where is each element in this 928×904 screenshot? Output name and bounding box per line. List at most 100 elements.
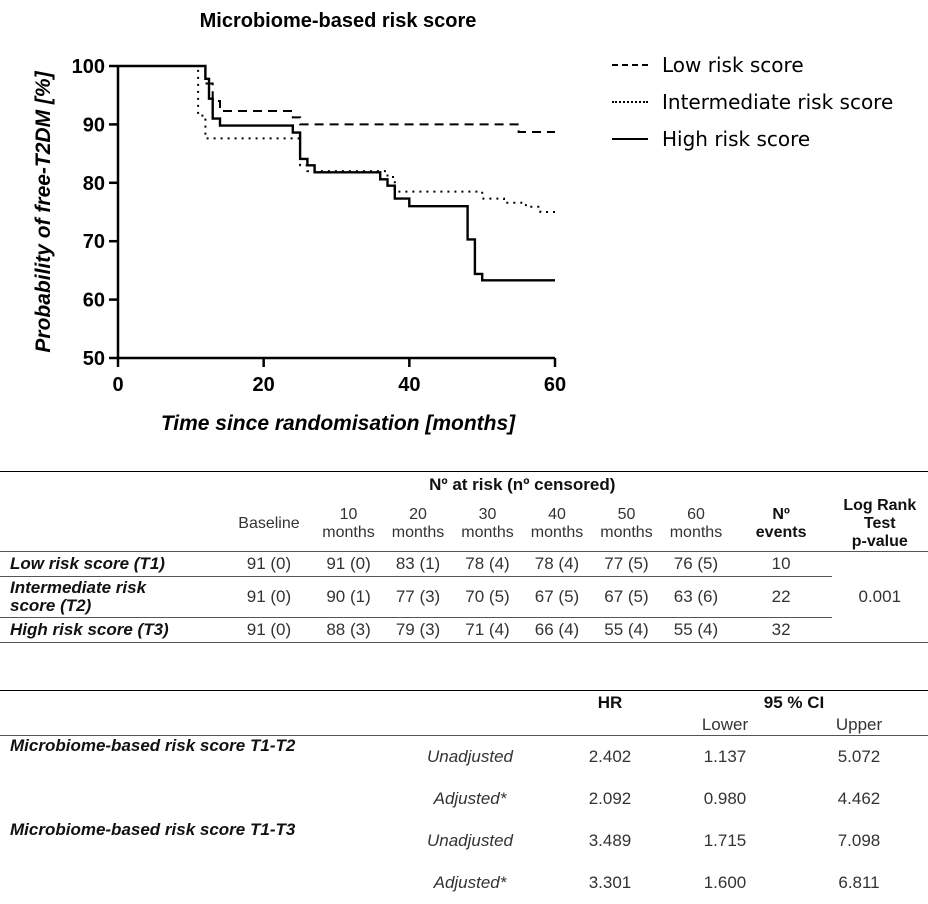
col-50-unit: months <box>600 524 653 541</box>
ci-upper-value: 6.811 <box>838 873 880 892</box>
table-cell: 67 (5) <box>591 576 662 618</box>
events-cell: 22 <box>730 576 832 618</box>
x-tick-label: 40 <box>398 374 420 396</box>
y-tick-label: 80 <box>83 173 105 195</box>
col-baseline: Baseline <box>224 497 314 552</box>
hr-row: Adjusted* 2.092 0.980 4.462 <box>0 778 928 820</box>
legend-item-intermediate: Intermediate risk score <box>612 83 893 120</box>
km-chart: Microbiome-based risk score 0 20 40 60 50 60… <box>32 10 566 435</box>
number-at-risk-table: Nº at risk (nº censored) Baseline 10 mont… <box>0 471 928 643</box>
intermediate-label-line1: Intermediate risk <box>10 578 147 597</box>
legend-swatch-dotted <box>612 100 648 103</box>
col-40-unit: months <box>530 524 584 541</box>
events-cell: 32 <box>730 617 832 643</box>
table-cell: 67 (5) <box>522 576 592 618</box>
col-30-number: 30 <box>478 506 497 523</box>
hr-row: Microbiome-based risk score T1-T2 Unadju… <box>0 736 928 779</box>
logrank-header-line1: Log Rank <box>843 497 917 514</box>
table-cell: 83 (1) <box>383 551 453 577</box>
table-cell: 91 (0) <box>224 617 314 643</box>
legend-label-low: Low risk score <box>662 52 804 77</box>
events-header-line2: events <box>755 524 807 541</box>
y-ticks: 50 60 70 80 90 100 <box>72 56 118 370</box>
y-tick-label: 60 <box>83 290 105 312</box>
intermediate-label-line2: score (T2) <box>10 596 92 615</box>
y-tick-label: 90 <box>83 114 105 136</box>
table-cell: 88 (3) <box>313 617 384 643</box>
col-60-months: 60 months <box>661 497 731 552</box>
risk-row-high: High risk score (T3) 91 (0) 88 (3) 79 (3… <box>0 617 928 643</box>
col-20-number: 20 <box>409 506 427 523</box>
x-tick-label: 20 <box>253 374 275 396</box>
legend-item-low: Low risk score <box>612 46 893 83</box>
risk-table-column-header-row: Baseline 10 months 20 months 30 months 40 mo… <box>0 497 928 552</box>
col-30-unit: months <box>461 524 514 541</box>
risk-row-label-low: Low risk score (T1) <box>0 551 225 577</box>
y-axis-label: Probability of free-T2DM [%] <box>32 70 55 352</box>
col-50-months: 50 months <box>591 497 662 552</box>
hr-header-row: HR 95 % CI <box>0 691 928 716</box>
series-line-dotted <box>118 65 555 213</box>
ci-lower-value: 1.600 <box>703 873 747 892</box>
table-cell: 76 (5) <box>661 551 731 577</box>
series-line-dashed <box>118 65 555 133</box>
logrank-header-line2: Test <box>863 515 896 532</box>
table-cell: 90 (1) <box>313 576 384 618</box>
x-axis-label: Time since randomisation [months] <box>161 412 516 435</box>
hr-header: HR <box>597 693 623 712</box>
x-ticks: 0 20 40 60 <box>112 358 566 396</box>
table-cell: 66 (4) <box>522 617 592 643</box>
hr-row: Microbiome-based risk score T1-T3 Unadju… <box>0 820 928 862</box>
col-10-unit: months <box>322 524 375 541</box>
table-cell: 91 (0) <box>313 551 384 577</box>
col-logrank: Log Rank Test p-value <box>831 497 928 552</box>
comparison-label-t1-t3: Microbiome-based risk score T1-T3 <box>10 820 296 839</box>
table-cell: 91 (0) <box>224 551 314 577</box>
table-cell: 55 (4) <box>591 617 662 643</box>
ci-upper-value: 7.098 <box>837 831 881 850</box>
col-10-number: 10 <box>339 506 358 523</box>
ci-upper-value: 4.462 <box>837 789 881 808</box>
hr-value: 2.402 <box>588 747 632 766</box>
table-cell: 79 (3) <box>383 617 453 643</box>
upper-header: Upper <box>790 715 928 736</box>
ci-lower-value: 0.980 <box>703 789 747 808</box>
col-20-unit: months <box>391 524 445 541</box>
table-cell: 77 (3) <box>383 576 453 618</box>
plot-area <box>118 64 555 282</box>
ci-upper-value: 5.072 <box>837 747 881 766</box>
hr-value: 2.092 <box>588 789 632 808</box>
col-30-months: 30 months <box>452 497 523 552</box>
table-cell: 63 (6) <box>661 576 731 618</box>
at-risk-group-header: Nº at risk (nº censored) <box>429 474 616 494</box>
hr-value: 3.301 <box>588 873 632 892</box>
comparison-label-t1-t2: Microbiome-based risk score T1-T2 <box>10 736 296 755</box>
adjustment-label: Unadjusted <box>426 747 513 766</box>
table-cell: 70 (5) <box>452 576 523 618</box>
risk-row-intermediate: Intermediate risk score (T2) 91 (0) 90 (1… <box>0 576 928 618</box>
risk-table-group-header-row: Nº at risk (nº censored) <box>0 472 928 498</box>
risk-row-low: Low risk score (T1) 91 (0) 91 (0) 83 (1)… <box>0 551 928 643</box>
legend-label-intermediate: Intermediate risk score <box>662 89 894 114</box>
x-tick-label: 60 <box>544 374 566 396</box>
table-cell: 55 (4) <box>661 617 731 643</box>
risk-row-label-high: High risk score (T3) <box>0 617 225 643</box>
legend-label-high: High risk score <box>662 126 811 151</box>
legend-swatch-dashed <box>612 63 648 66</box>
axes <box>116 66 555 360</box>
y-tick-label: 50 <box>83 348 105 370</box>
table-cell: 91 (0) <box>224 576 314 618</box>
legend-swatch-solid <box>612 137 648 140</box>
x-tick-label: 0 <box>112 374 123 396</box>
hr-value: 3.489 <box>588 831 632 850</box>
logrank-cell: 0.001 <box>831 551 928 643</box>
ci-lower-value: 1.715 <box>703 831 747 850</box>
logrank-header-line3: p-value <box>851 533 908 550</box>
table-cell: 78 (4) <box>452 551 523 577</box>
series-line-solid <box>118 64 555 282</box>
lower-header: Lower <box>660 715 790 736</box>
chart-title: Microbiome-based risk score <box>200 10 477 32</box>
hr-subheader-row: Lower Upper <box>0 715 928 736</box>
col-10-months: 10 months <box>313 497 384 552</box>
ci-lower-value: 1.137 <box>703 747 747 766</box>
